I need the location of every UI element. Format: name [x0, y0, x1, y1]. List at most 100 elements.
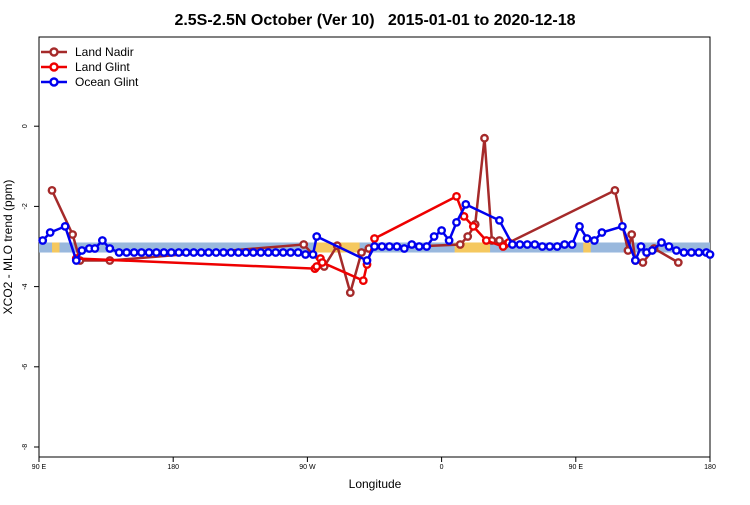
data-point: [422, 242, 432, 251]
data-point: [114, 248, 124, 257]
data-point: [377, 242, 387, 251]
band-land-segment: [454, 242, 491, 253]
data-point: [647, 246, 657, 255]
data-point: [151, 248, 161, 257]
data-point: [508, 240, 517, 249]
data-point: [468, 221, 478, 231]
data-point: [68, 230, 78, 239]
data-point: [461, 199, 471, 209]
data-point: [638, 258, 648, 267]
band-land-segment: [583, 242, 591, 253]
data-point: [122, 248, 132, 257]
data-point: [636, 242, 646, 251]
data-point: [299, 240, 309, 249]
data-point: [582, 234, 592, 243]
data-point: [705, 250, 715, 259]
data-point: [627, 230, 637, 239]
data-point: [463, 232, 473, 241]
data-point: [494, 236, 504, 245]
x-tick-label: 90 E: [32, 464, 47, 471]
data-point: [429, 232, 439, 241]
data-point: [196, 248, 206, 257]
data-point: [137, 248, 146, 257]
data-point: [312, 232, 322, 241]
x-tick-label: 180: [704, 464, 716, 471]
data-point: [515, 240, 525, 249]
data-point: [159, 248, 169, 257]
data-point: [174, 248, 184, 257]
data-point: [90, 244, 100, 253]
data-point: [362, 256, 372, 265]
data-point: [590, 236, 599, 245]
y-tick-label: -8: [22, 444, 29, 450]
y-tick-label: -2: [22, 203, 29, 209]
data-point: [687, 248, 696, 257]
data-point: [263, 248, 273, 257]
data-point: [444, 236, 454, 245]
x-axis-label: Longitude: [349, 477, 402, 491]
data-point: [481, 236, 491, 245]
data-point: [47, 185, 57, 195]
x-tick-label: 180: [167, 464, 179, 471]
data-point: [672, 246, 681, 255]
x-tick-label: 90 E: [569, 464, 584, 471]
legend-marker: [49, 77, 59, 87]
data-point: [494, 215, 504, 225]
data-point: [545, 242, 555, 251]
axes-layer: 90 E 180 90 W 0 90 E 180 0 -2 -4 -6 -8: [22, 124, 716, 471]
y-tick-label: -6: [22, 364, 29, 370]
data-point: [357, 248, 366, 257]
data-point: [392, 242, 402, 251]
data-point: [189, 248, 199, 257]
data-point: [480, 133, 489, 143]
x-tick-label: 0: [440, 464, 444, 471]
data-point: [679, 248, 689, 257]
data-point: [407, 240, 417, 249]
series-layer: [38, 133, 715, 298]
y-axis-label: XCO2 - MLO trend (ppm): [1, 180, 15, 315]
data-point: [370, 234, 379, 243]
data-point: [98, 236, 107, 245]
data-point: [673, 258, 683, 267]
y-tick-label: -4: [22, 283, 29, 289]
series-line: [76, 194, 510, 283]
data-point: [301, 250, 310, 259]
y-tick-label: 0: [22, 124, 29, 128]
data-point: [204, 248, 214, 257]
data-point: [575, 221, 584, 231]
data-point: [317, 258, 327, 267]
data-point: [664, 242, 674, 251]
data-point: [71, 256, 81, 265]
data-point: [241, 248, 251, 257]
data-point: [226, 248, 236, 257]
data-point: [256, 248, 266, 257]
data-point: [452, 191, 461, 201]
data-point: [345, 288, 355, 297]
data-point: [144, 248, 154, 257]
data-point: [278, 248, 288, 257]
legend-label: Land Nadir: [75, 45, 134, 59]
data-point: [129, 248, 139, 257]
series-group: [38, 199, 715, 265]
data-point: [560, 240, 569, 249]
data-point: [452, 217, 461, 227]
data-point: [498, 242, 508, 251]
data-point: [567, 240, 577, 249]
data-point: [522, 240, 532, 249]
data-point: [60, 221, 70, 231]
data-point: [312, 262, 322, 271]
data-point: [211, 248, 221, 257]
data-point: [370, 242, 379, 251]
data-point: [77, 246, 87, 255]
data-point: [414, 242, 424, 251]
data-point: [248, 248, 258, 257]
data-point: [618, 221, 627, 231]
data-point: [38, 236, 48, 245]
data-point: [233, 248, 243, 257]
data-point: [437, 226, 446, 235]
legend-marker: [49, 62, 59, 72]
data-point: [530, 240, 540, 249]
data-point: [537, 242, 547, 251]
